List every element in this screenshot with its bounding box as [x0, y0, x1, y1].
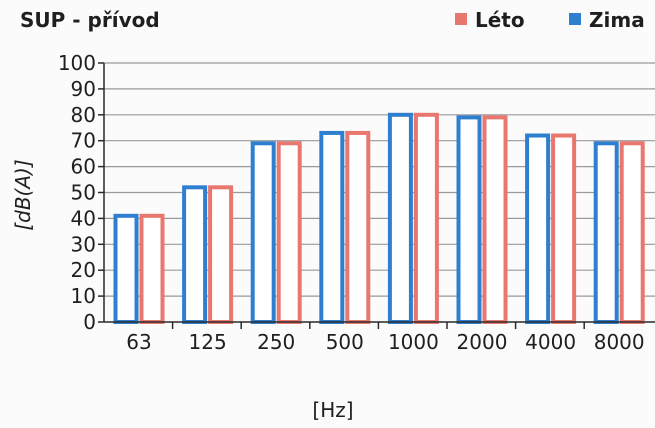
- y-tick-label: 60: [71, 155, 96, 179]
- bar-zima-1000: [387, 112, 413, 324]
- y-tick-label: 70: [71, 129, 96, 153]
- y-tick-label: 90: [71, 77, 96, 101]
- y-tick-label: 40: [71, 206, 96, 230]
- x-tick-label: 8000: [594, 330, 645, 354]
- x-tick-label: 500: [326, 330, 364, 354]
- bar-zima-250: [250, 141, 276, 324]
- bar-leto-63: [139, 213, 165, 324]
- bar-leto-125: [208, 185, 234, 324]
- y-tick-label: 20: [71, 258, 96, 282]
- x-tick-label: 2000: [457, 330, 508, 354]
- x-axis-label: [Hz]: [312, 398, 353, 422]
- bar-leto-2000: [482, 115, 508, 324]
- bar-zima-8000: [593, 141, 619, 324]
- bar-leto-8000: [619, 141, 645, 324]
- y-tick-label: 80: [71, 103, 96, 127]
- y-tick-label: 100: [58, 51, 96, 75]
- axes: [98, 62, 655, 329]
- bar-zima-4000: [525, 133, 551, 324]
- legend-swatch-zima: [569, 13, 581, 25]
- legend: Léto Zima: [455, 8, 645, 32]
- x-tick-labels: 63 125 250 500 1000 2000 4000 8000: [126, 330, 644, 354]
- bar-zima-125: [182, 185, 208, 324]
- bar-leto-4000: [551, 133, 577, 324]
- bar-leto-250: [276, 141, 302, 324]
- x-tick-label: 125: [189, 330, 227, 354]
- x-tick-label: 63: [126, 330, 151, 354]
- bar-zima-2000: [456, 115, 482, 324]
- x-tick-label: 1000: [388, 330, 439, 354]
- y-tick-label: 50: [71, 181, 96, 205]
- legend-swatch-leto: [455, 13, 467, 25]
- y-tick-label: 10: [71, 284, 96, 308]
- y-tick-label: 30: [71, 232, 96, 256]
- bars: [113, 112, 645, 324]
- x-tick-label: 250: [257, 330, 295, 354]
- legend-label-zima: Zima: [589, 8, 645, 32]
- bar-leto-500: [345, 130, 371, 324]
- y-axis-label: [dB(A)]: [11, 159, 35, 230]
- bar-leto-1000: [413, 112, 439, 324]
- y-tick-label: 0: [83, 310, 96, 334]
- bar-zima-63: [113, 213, 139, 324]
- legend-label-leto: Léto: [475, 8, 525, 32]
- x-tick-label: 4000: [525, 330, 576, 354]
- chart-title: SUP - přívod: [20, 8, 160, 32]
- bar-zima-500: [319, 130, 345, 324]
